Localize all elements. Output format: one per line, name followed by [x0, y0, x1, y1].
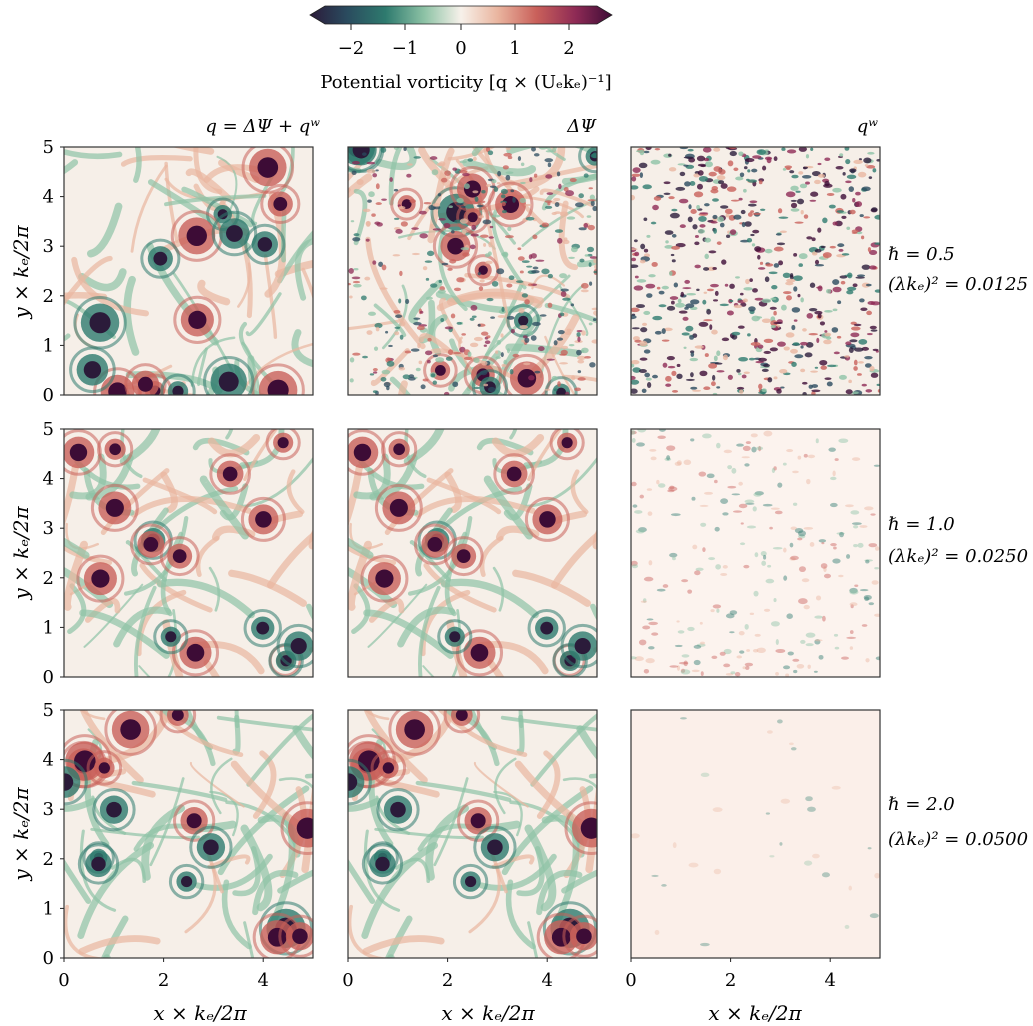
- row-3-hbar: ℏ = 2.0: [888, 794, 955, 815]
- y-tick-label: 1: [43, 335, 54, 356]
- panel-row1-col2: [347, 146, 598, 396]
- panel-frame: [63, 428, 314, 678]
- y-tick-label: 4: [43, 187, 54, 208]
- row-label-2: ℏ = 1.0 (λkₑ)² = 0.0250: [888, 514, 1028, 567]
- panel-frame: [347, 428, 598, 678]
- row-2-hbar: ℏ = 1.0: [888, 514, 955, 535]
- colorbar-bar: [309, 5, 613, 25]
- x-tick-label: 2: [158, 970, 169, 991]
- y-tick-label: 0: [43, 948, 54, 969]
- vorticity-field: [64, 429, 313, 677]
- vorticity-field: [348, 710, 597, 958]
- x-tick-label: 4: [824, 970, 835, 991]
- panel-frame: [347, 146, 598, 396]
- y-tick-label: 5: [43, 419, 54, 440]
- row-1-hbar: ℏ = 0.5: [888, 244, 955, 265]
- colorbar-tick-label: 0: [455, 38, 466, 59]
- x-axis-label-col-1: x × kₑ/2π: [153, 1001, 247, 1025]
- y-axis-label-row-3: y × kₑ/2π: [9, 787, 33, 882]
- x-tick-label: 0: [58, 970, 69, 991]
- x-tick-label: 0: [625, 970, 636, 991]
- y-tick-label: 4: [43, 469, 54, 490]
- y-tick-label: 5: [43, 700, 54, 721]
- vorticity-field: [631, 147, 880, 395]
- panel-row2-col3: [630, 428, 881, 678]
- y-tick-label: 0: [43, 667, 54, 688]
- column-title-qw: qʷ: [857, 116, 879, 137]
- vorticity-field: [64, 147, 313, 395]
- column-title-total: q = ΔΨ + qʷ: [205, 116, 320, 137]
- y-axis-label-row-2: y × kₑ/2π: [9, 506, 33, 601]
- x-tick-label: 4: [257, 970, 268, 991]
- y-tick-label: 2: [43, 849, 54, 870]
- y-tick-label: 3: [43, 799, 54, 820]
- x-tick-label: 4: [541, 970, 552, 991]
- x-tick-label: 2: [725, 970, 736, 991]
- panel-background: [631, 429, 880, 677]
- panel-frame: [63, 709, 314, 959]
- row-1-lambda: (λkₑ)² = 0.0125: [888, 274, 1028, 295]
- row-label-3: ℏ = 2.0 (λkₑ)² = 0.0500: [888, 794, 1028, 850]
- panel-row3-col2: [347, 709, 598, 959]
- y-tick-label: 2: [43, 568, 54, 589]
- y-tick-label: 0: [43, 385, 54, 406]
- colorbar-tick-label: 1: [509, 38, 520, 59]
- colorbar: −2 −1 0 1 2 Potential vorticity [q × (Uₑkₑ)⁻…: [309, 5, 613, 93]
- colorbar-ticks: −2 −1 0 1 2: [338, 24, 575, 59]
- row-label-1: ℏ = 0.5 (λkₑ)² = 0.0125: [888, 244, 1028, 295]
- x-axis-label-col-3: x × kₑ/2π: [708, 1001, 802, 1025]
- vorticity-field: [64, 710, 313, 958]
- panel-row1-col1: [63, 146, 314, 396]
- panel-grid: 0 1 2 3 4 5 0 1 2 3 4 5 0 1 2 3 4 5 0 2 4 0 2 4 0 2 4: [43, 137, 881, 991]
- y-tick-label: 1: [43, 617, 54, 638]
- panel-background: [631, 710, 880, 958]
- colorbar-tick-label: −1: [392, 38, 419, 59]
- colorbar-label: Potential vorticity [q × (Uₑkₑ)⁻¹]: [320, 72, 611, 93]
- panel-frame: [630, 428, 881, 678]
- colorbar-tick-label: −2: [338, 38, 365, 59]
- column-title-delta-psi: ΔΨ: [566, 116, 597, 137]
- x-tick-label: 2: [442, 970, 453, 991]
- row-2-lambda: (λkₑ)² = 0.0250: [888, 546, 1028, 567]
- panel-frame: [630, 709, 881, 959]
- row-3-lambda: (λkₑ)² = 0.0500: [888, 829, 1028, 850]
- y-tick-label: 2: [43, 286, 54, 307]
- panel-row1-col3: [630, 146, 881, 396]
- x-axis-label-col-2: x × kₑ/2π: [441, 1001, 535, 1025]
- panel-row2-col1: [63, 428, 314, 678]
- panel-row3-col3: [630, 709, 881, 959]
- panel-frame: [347, 709, 598, 959]
- colorbar-tick-label: 2: [563, 38, 574, 59]
- y-tick-label: 3: [43, 518, 54, 539]
- panel-row3-col1: [63, 709, 314, 959]
- x-tick-label: 0: [342, 970, 353, 991]
- y-tick-label: 4: [43, 750, 54, 771]
- vorticity-field: [631, 429, 880, 677]
- y-axis-label-row-1: y × kₑ/2π: [9, 225, 33, 320]
- vorticity-field: [631, 717, 880, 947]
- y-tick-label: 3: [43, 236, 54, 257]
- vorticity-field: [348, 429, 597, 677]
- y-tick-label: 5: [43, 137, 54, 158]
- y-tick-label: 1: [43, 898, 54, 919]
- panel-frame: [63, 146, 314, 396]
- panel-frame: [630, 146, 881, 396]
- panel-row2-col2: [347, 428, 598, 678]
